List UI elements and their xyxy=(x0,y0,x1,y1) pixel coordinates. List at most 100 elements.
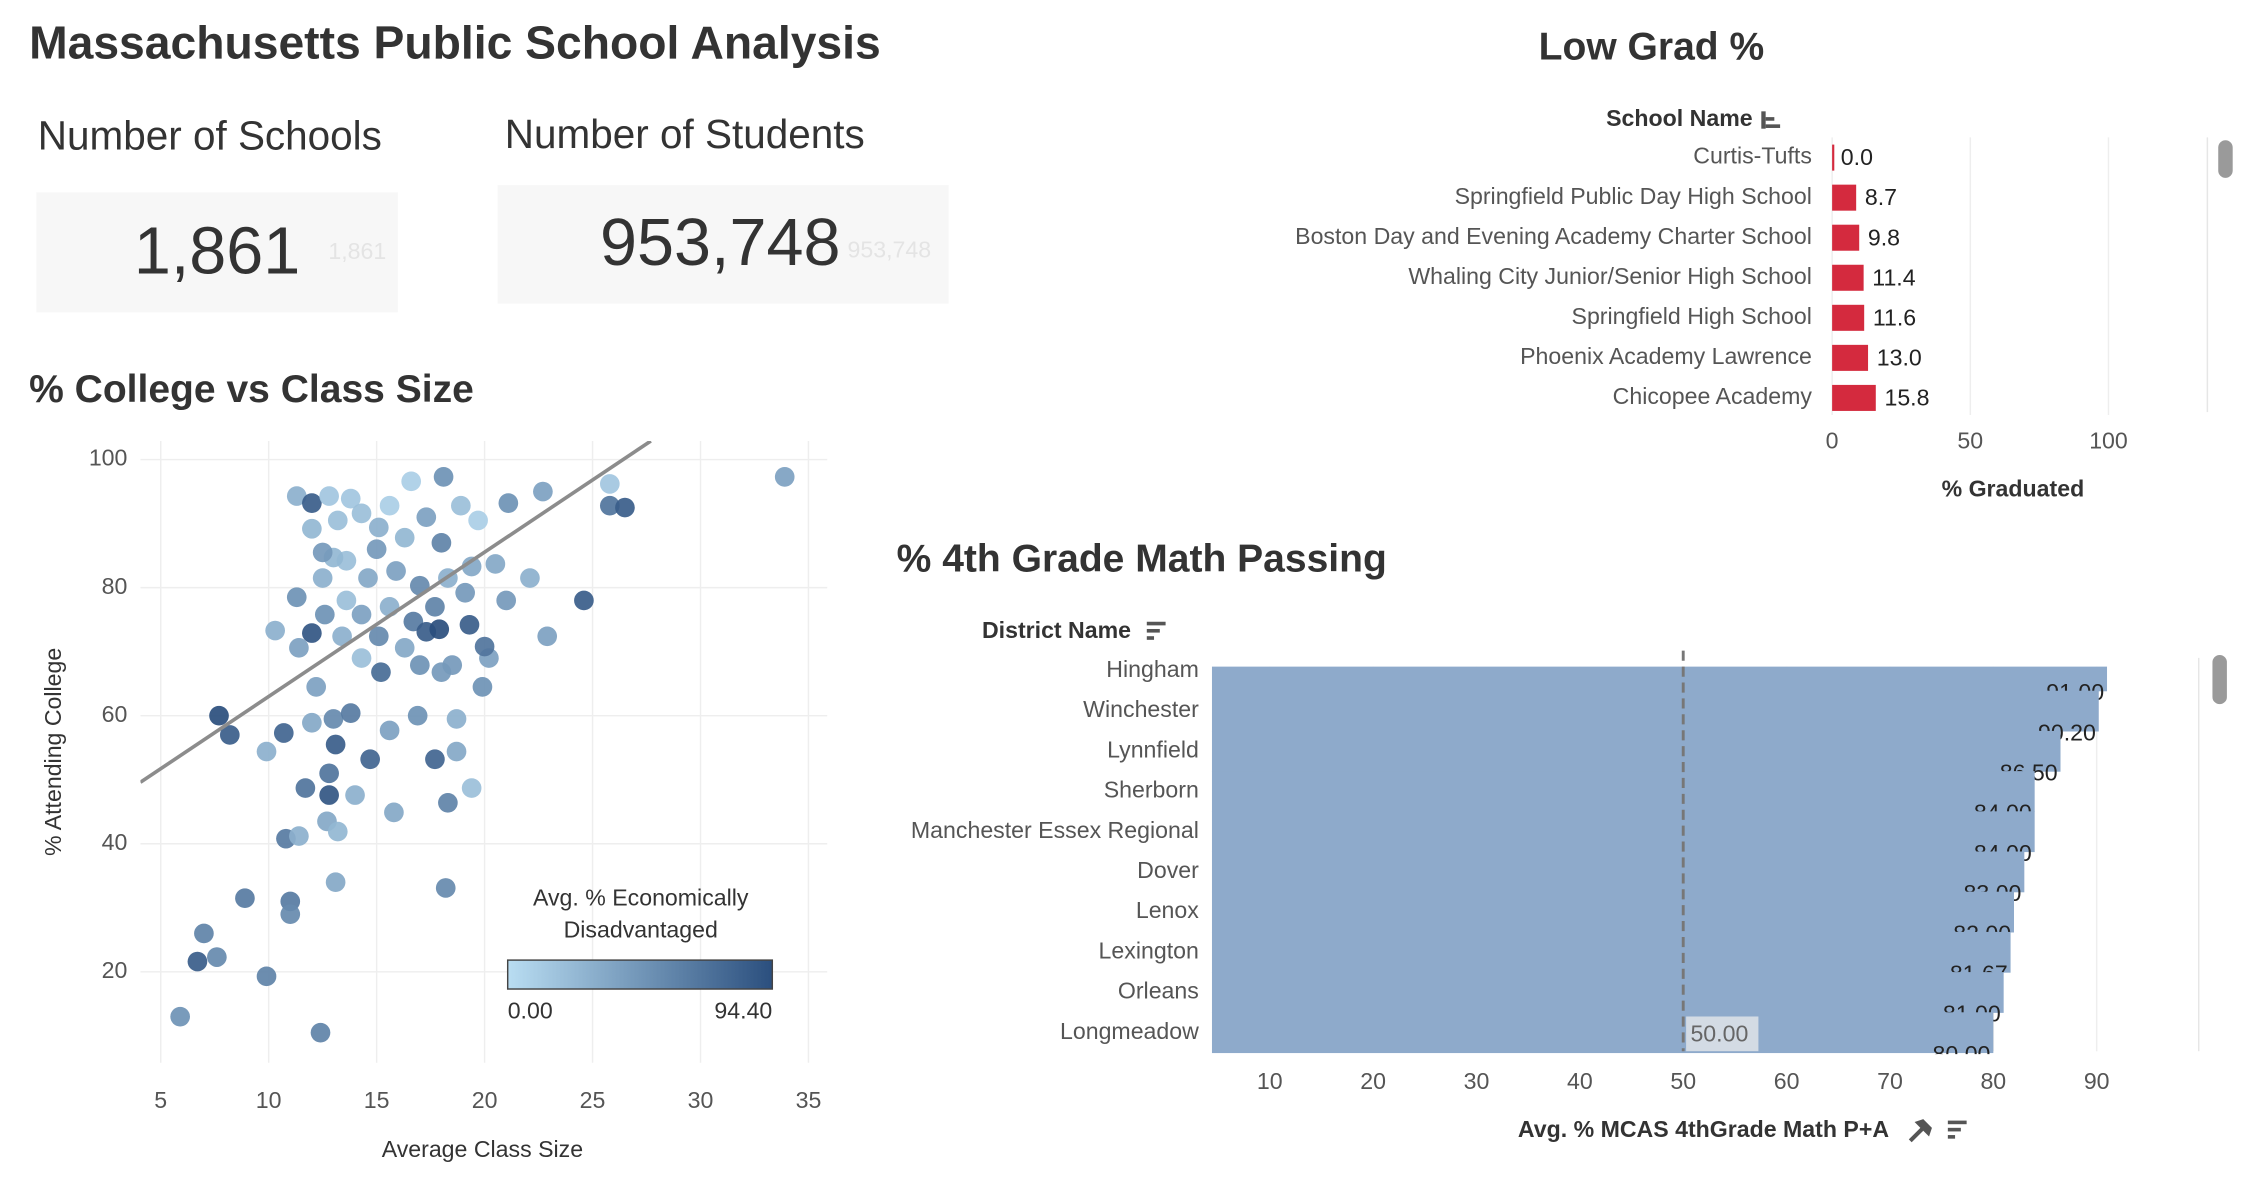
x-tick-label: 100 xyxy=(2089,428,2128,454)
scatter-point xyxy=(379,720,400,741)
x-tick-label: 35 xyxy=(796,1087,822,1113)
chart-title: % 4th Grade Math Passing xyxy=(897,537,1387,580)
category-label: Whaling City Junior/Senior High School xyxy=(1408,263,1812,289)
scatter-point xyxy=(379,495,400,516)
scatter-point xyxy=(461,778,482,798)
value-label: 0.0 xyxy=(1841,144,1873,170)
bar xyxy=(1832,344,1869,371)
scatter-point xyxy=(384,802,404,823)
x-tick-label: 15 xyxy=(364,1087,390,1113)
sort-icon[interactable] xyxy=(1761,111,1781,129)
bar xyxy=(1211,730,2061,772)
scatter-point xyxy=(599,474,620,494)
category-label: Lynnfield xyxy=(1107,736,1199,762)
reference-label-box xyxy=(1686,1016,1759,1052)
bar xyxy=(1211,851,2025,893)
scatter-point xyxy=(187,951,208,972)
scrollbar-thumb[interactable] xyxy=(2212,655,2227,705)
x-tick-label: 60 xyxy=(1774,1068,1800,1094)
scatter-point xyxy=(345,785,365,805)
scatter-point xyxy=(472,677,493,697)
bar xyxy=(1832,264,1864,291)
category-label: Lexington xyxy=(1099,937,1199,963)
scatter-point xyxy=(455,582,475,603)
scatter-point xyxy=(498,493,519,513)
kpi-ghost: 953,748 xyxy=(847,237,931,263)
x-tick-label: 30 xyxy=(1464,1068,1490,1094)
scatter-point xyxy=(394,637,415,658)
x-tick-label: 20 xyxy=(1360,1068,1386,1094)
scatter-point xyxy=(194,923,214,944)
x-tick-label: 0 xyxy=(1826,428,1839,454)
scatter-point xyxy=(386,561,406,581)
scatter-point xyxy=(273,723,294,743)
scatter-point xyxy=(431,532,452,553)
x-axis-label: Avg. % MCAS 4thGrade Math P+A xyxy=(1518,1116,1889,1142)
scatter-point xyxy=(416,507,437,528)
points xyxy=(170,467,795,1043)
scatter-point xyxy=(336,590,357,611)
sort-icon[interactable] xyxy=(1146,621,1166,640)
value-label: 8.7 xyxy=(1865,184,1897,210)
scatter-point xyxy=(289,826,309,846)
chart-title: % College vs Class Size xyxy=(29,368,474,411)
x-tick-label: 30 xyxy=(688,1087,714,1113)
scatter-point xyxy=(327,821,348,842)
value-label: 15.8 xyxy=(1884,384,1929,410)
scatter-point xyxy=(446,709,467,729)
y-tick-label: 20 xyxy=(102,957,128,983)
trend-line xyxy=(140,441,652,784)
x-tick-label: 70 xyxy=(1877,1068,1903,1094)
scatter-point xyxy=(207,947,227,967)
bar xyxy=(1832,144,1835,171)
scatter-point xyxy=(302,518,322,539)
scatter-point xyxy=(306,677,327,697)
scatter-point xyxy=(425,749,445,770)
scatter-point xyxy=(319,763,339,784)
scatter-point xyxy=(351,604,372,625)
scatter-point xyxy=(351,648,372,668)
scatter-point xyxy=(302,623,322,643)
scatter-point xyxy=(312,542,333,563)
color-legend xyxy=(506,959,774,990)
scrollbar-thumb[interactable] xyxy=(2218,140,2233,178)
bar xyxy=(1211,771,2035,812)
category-label: Winchester xyxy=(1083,696,1199,722)
y-header: District Name xyxy=(982,617,1131,643)
scatter-point xyxy=(461,556,482,577)
scatter-point xyxy=(474,636,495,657)
bar xyxy=(1211,931,2011,973)
scatter-point xyxy=(319,785,339,805)
pin-icon[interactable] xyxy=(1908,1119,1932,1143)
y-tick-label: 100 xyxy=(89,445,128,471)
sort-icon[interactable] xyxy=(1947,1120,1967,1139)
scatter-point xyxy=(485,554,506,574)
scatter-point xyxy=(219,725,240,745)
category-label: Hingham xyxy=(1106,656,1199,682)
scatter-point xyxy=(280,904,301,925)
value-label: 13.0 xyxy=(1877,344,1922,370)
category-label: Springfield High School xyxy=(1572,303,1812,329)
y-axis-label: % Attending College xyxy=(40,648,66,856)
legend-label: 0.00 xyxy=(508,997,553,1023)
bar xyxy=(1211,811,2035,853)
scatter-point xyxy=(431,662,452,682)
scatter-point xyxy=(368,517,389,538)
scatter-point xyxy=(256,741,277,762)
bar xyxy=(1211,891,2014,933)
legend-title: Disadvantaged xyxy=(564,916,718,942)
scatter-point xyxy=(394,527,415,548)
value-label: 11.4 xyxy=(1872,264,1915,290)
x-tick-label: 20 xyxy=(472,1087,498,1113)
scatter-point xyxy=(351,503,372,524)
category-label: Curtis-Tufts xyxy=(1693,143,1812,169)
scatter-point xyxy=(429,619,450,640)
scatter-point xyxy=(599,495,620,516)
scatter-point xyxy=(401,471,422,492)
scatter-point xyxy=(327,510,348,531)
scatter-point xyxy=(325,872,346,893)
scatter-point xyxy=(323,709,344,729)
value-label: 9.8 xyxy=(1868,224,1900,250)
scatter-point xyxy=(451,495,471,516)
scatter-point xyxy=(325,734,346,755)
